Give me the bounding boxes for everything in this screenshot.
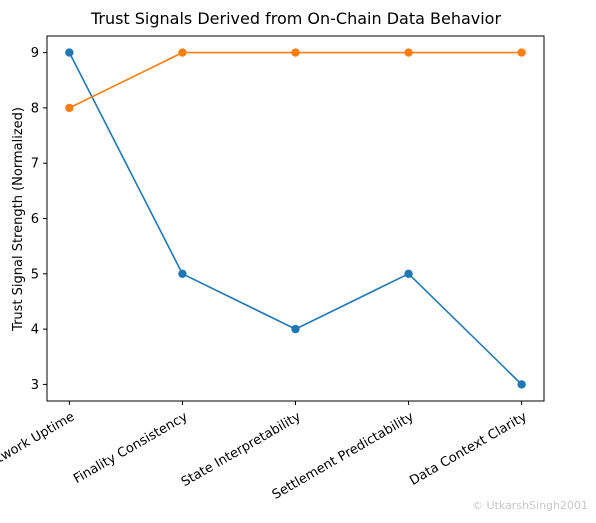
y-tick-label: 8: [31, 101, 39, 116]
y-tick-label: 9: [31, 46, 39, 61]
data-point: [404, 269, 413, 279]
data-point: [178, 48, 187, 57]
watermark: © UtkarshSingh2001: [472, 499, 588, 512]
y-tick-label: 4: [31, 323, 39, 338]
series-line: [69, 51, 522, 109]
x-tick-label: Network Uptime: [0, 409, 77, 475]
chart-title: Trust Signals Derived from On-Chain Data…: [90, 9, 502, 28]
y-axis-label: Trust Signal Strength (Normalized): [11, 107, 26, 332]
data-point: [178, 269, 187, 279]
y-tick-label: 3: [31, 378, 39, 393]
data-point: [291, 324, 300, 334]
data-point: [517, 48, 526, 57]
axes-frame: [46, 35, 545, 402]
y-tick-label: 5: [31, 267, 39, 282]
y-tick-label: 6: [31, 212, 39, 227]
data-point: [65, 103, 74, 113]
x-tick-label: Finality Consistency: [71, 409, 191, 487]
x-tick-label: State Interpretability: [179, 409, 304, 490]
y-tick-label: 7: [31, 157, 39, 172]
series-line: [68, 52, 523, 385]
data-point: [404, 48, 413, 57]
data-point: [65, 48, 74, 57]
x-tick-label: Data Context Clarity: [407, 409, 530, 488]
data-point: [517, 380, 526, 389]
data-point: [291, 48, 300, 57]
